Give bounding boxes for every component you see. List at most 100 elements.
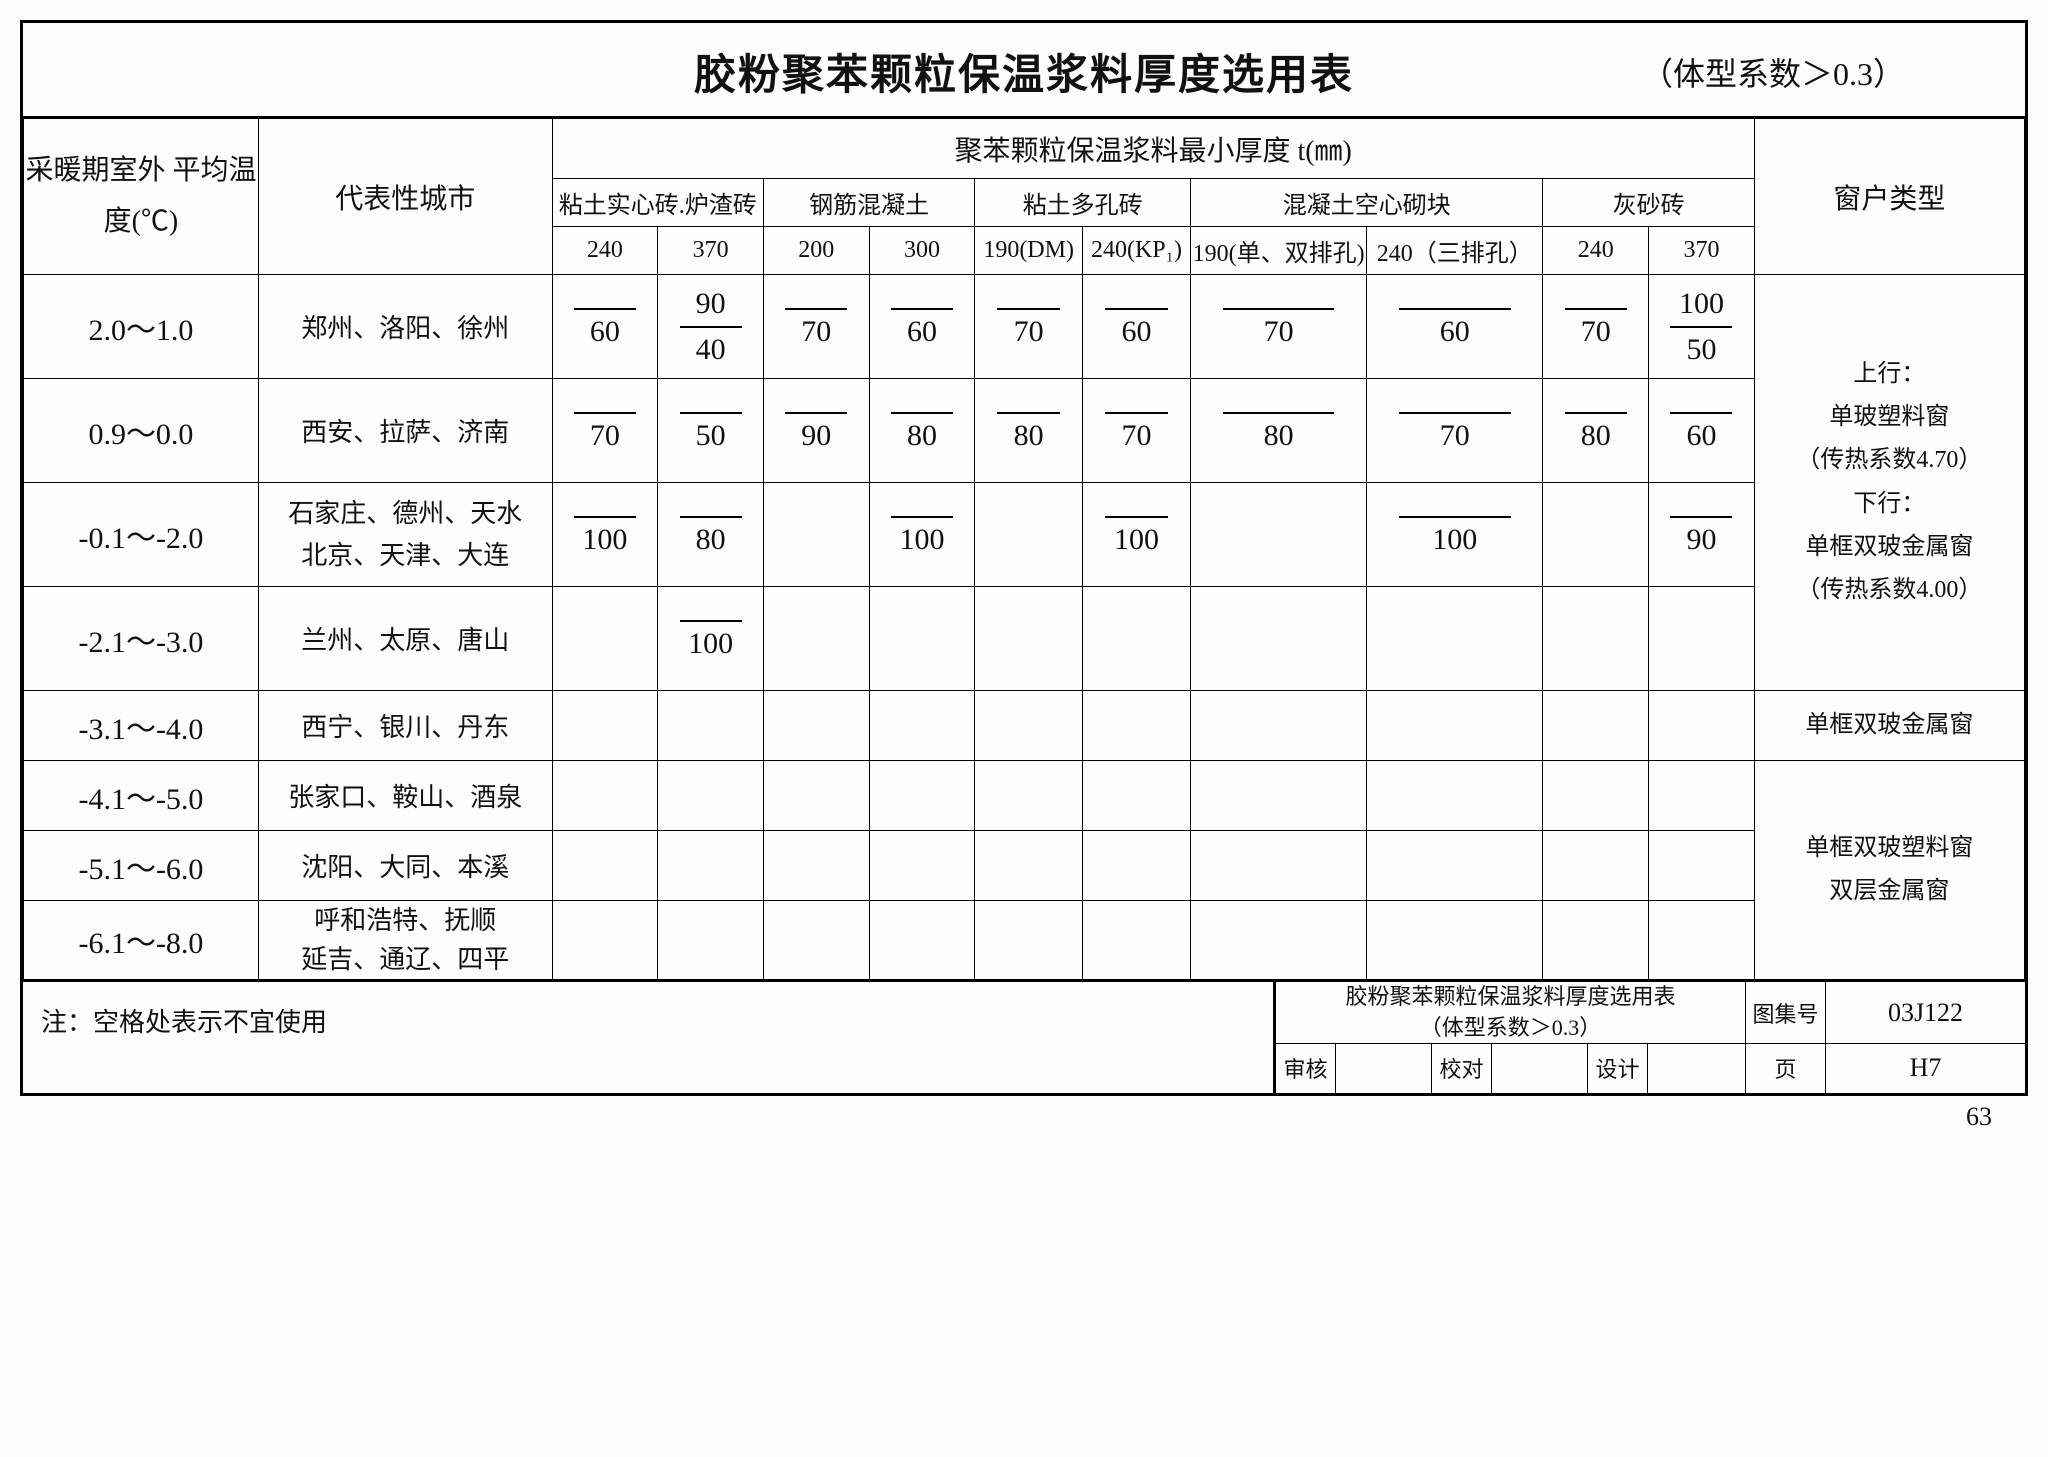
page-number: 63 (20, 1096, 2028, 1132)
city-cell: 郑州、洛阳、徐州 (258, 275, 552, 379)
data-cell: 70 (1191, 275, 1367, 379)
sig-jiaodui (1491, 1044, 1587, 1093)
table-row: -4.1～-5.0 张家口、鞍山、酒泉 单框双玻塑料窗 双层金属窗 (24, 761, 2025, 831)
page-frame: 胶粉聚苯颗粒保温浆料厚度选用表 （体型系数＞0.3） 采暖期室外 平均温度(℃)… (20, 20, 2028, 1096)
data-cell: 60 (1367, 275, 1543, 379)
main-title: 胶粉聚苯颗粒保温浆料厚度选用表 (694, 41, 1354, 102)
window-block-2: 单框双玻塑料窗 双层金属窗 (1754, 761, 2024, 980)
temp-cell: 2.0～1.0 (24, 275, 259, 379)
table-row: -0.1～-2.0 石家庄、德州、天水 北京、天津、大连 100 80 100 … (24, 483, 2025, 587)
data-cell: 60 (1649, 379, 1755, 483)
col-city-header: 代表性城市 (258, 119, 552, 275)
table-row: -6.1～-8.0 呼和浩特、抚顺 延吉、通辽、四平 (24, 901, 2025, 980)
data-cell: 80 (658, 483, 764, 587)
label-jiaodui: 校对 (1431, 1044, 1491, 1093)
sub-0-1: 370 (658, 227, 764, 275)
group-0: 粘土实心砖.炉渣砖 (552, 179, 763, 227)
data-cell (1649, 587, 1755, 691)
data-cell: 70 (552, 379, 658, 483)
col-span-header: 聚苯颗粒保温浆料最小厚度 t(㎜) (552, 119, 1754, 179)
data-cell: 100 (1082, 483, 1190, 587)
temp-cell: -6.1～-8.0 (24, 901, 259, 980)
data-cell: 60 (1082, 275, 1190, 379)
data-cell: 100 (869, 483, 975, 587)
data-cell: 50 (658, 379, 764, 483)
sub-2-0: 190(DM) (975, 227, 1083, 275)
data-cell (1082, 587, 1190, 691)
data-cell: 60 (869, 275, 975, 379)
city-cell: 呼和浩特、抚顺 延吉、通辽、四平 (258, 901, 552, 980)
temp-cell: 0.9～0.0 (24, 379, 259, 483)
sub-1-1: 300 (869, 227, 975, 275)
footer-note: 注：空格处表示不宜使用 (23, 980, 1275, 1093)
data-cell (763, 483, 869, 587)
sub-4-0: 240 (1543, 227, 1649, 275)
data-cell (1367, 587, 1543, 691)
group-2: 粘土多孔砖 (975, 179, 1191, 227)
sig-sheji (1647, 1044, 1745, 1093)
city-cell: 张家口、鞍山、酒泉 (258, 761, 552, 831)
city-cell: 西安、拉萨、济南 (258, 379, 552, 483)
data-cell (552, 587, 658, 691)
data-cell (1191, 483, 1367, 587)
window-cell: 单框双玻金属窗 (1754, 691, 2024, 761)
table-row: 0.9～0.0 西安、拉萨、济南 70 50 90 80 80 70 80 70… (24, 379, 2025, 483)
group-1: 钢筋混凝土 (763, 179, 974, 227)
data-cell: 70 (1367, 379, 1543, 483)
table-row: 2.0～1.0 郑州、洛阳、徐州 60 9040 70 60 70 60 70 … (24, 275, 2025, 379)
temp-cell: -3.1～-4.0 (24, 691, 259, 761)
temp-cell: -2.1～-3.0 (24, 587, 259, 691)
group-3: 混凝土空心砌块 (1191, 179, 1543, 227)
city-cell: 石家庄、德州、天水 北京、天津、大连 (258, 483, 552, 587)
data-cell (1543, 587, 1649, 691)
data-cell: 60 (552, 275, 658, 379)
city-cell: 沈阳、大同、本溪 (258, 831, 552, 901)
label-shenhe: 审核 (1275, 1044, 1335, 1093)
group-4: 灰砂砖 (1543, 179, 1754, 227)
data-cell (763, 587, 869, 691)
data-cell: 80 (975, 379, 1083, 483)
value-tuji: 03J122 (1825, 982, 2025, 1044)
sig-shenhe (1335, 1044, 1431, 1093)
data-cell: 70 (975, 275, 1083, 379)
sub-0-0: 240 (552, 227, 658, 275)
sub-2-1: 240(KP₁) (1082, 227, 1190, 275)
data-cell: 70 (1543, 275, 1649, 379)
data-cell (869, 587, 975, 691)
table-row: -3.1～-4.0 西宁、银川、丹东 单框双玻金属窗 (24, 691, 2025, 761)
data-cell: 80 (869, 379, 975, 483)
col-temp-text: 采暖期室外 平均温度(℃) (24, 146, 258, 247)
data-cell: 90 (763, 379, 869, 483)
data-cell (975, 483, 1083, 587)
label-sheji: 设计 (1587, 1044, 1647, 1093)
data-cell: 100 (552, 483, 658, 587)
window-block: 上行： 单玻塑料窗 （传热系数4.70） 下行： 单框双玻金属窗 （传热系数4.… (1754, 275, 2024, 691)
sub-4-1: 370 (1649, 227, 1755, 275)
data-cell: 70 (1082, 379, 1190, 483)
data-cell: 9040 (658, 275, 764, 379)
data-cell: 80 (1191, 379, 1367, 483)
main-table: 采暖期室外 平均温度(℃) 代表性城市 聚苯颗粒保温浆料最小厚度 t(㎜) 窗户… (23, 118, 2025, 980)
data-cell: 10050 (1649, 275, 1755, 379)
data-cell: 100 (658, 587, 764, 691)
sub-3-0: 190(单、双排孔) (1191, 227, 1367, 275)
title-block: 胶粉聚苯颗粒保温浆料厚度选用表 （体型系数＞0.3） (1275, 982, 1745, 1044)
data-cell (975, 587, 1083, 691)
sub-1-0: 200 (763, 227, 869, 275)
data-cell: 90 (1649, 483, 1755, 587)
city-cell: 兰州、太原、唐山 (258, 587, 552, 691)
data-cell: 100 (1367, 483, 1543, 587)
temp-cell: -4.1～-5.0 (24, 761, 259, 831)
value-ye: H7 (1825, 1044, 2025, 1093)
col-temp-header: 采暖期室外 平均温度(℃) (24, 119, 259, 275)
label-ye: 页 (1745, 1044, 1825, 1093)
temp-cell: -0.1～-2.0 (24, 483, 259, 587)
table-row: -2.1～-3.0 兰州、太原、唐山 100 (24, 587, 2025, 691)
data-cell (1191, 587, 1367, 691)
title-row: 胶粉聚苯颗粒保温浆料厚度选用表 （体型系数＞0.3） (23, 23, 2025, 118)
data-cell: 70 (763, 275, 869, 379)
label-tuji: 图集号 (1745, 982, 1825, 1044)
sub-3-1: 240（三排孔） (1367, 227, 1543, 275)
temp-cell: -5.1～-6.0 (24, 831, 259, 901)
col-window-header: 窗户类型 (1754, 119, 2024, 275)
